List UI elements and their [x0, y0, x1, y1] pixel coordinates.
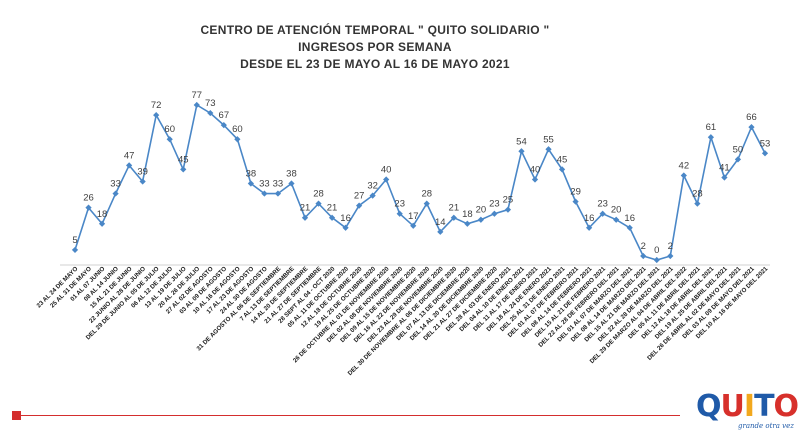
data-label: 72 — [151, 100, 162, 111]
data-point — [193, 101, 200, 109]
logo-wordmark: QUITO — [696, 389, 799, 424]
data-point — [98, 220, 106, 227]
data-label: 20 — [611, 205, 622, 216]
data-point — [694, 200, 701, 207]
data-label: 2 — [641, 241, 646, 252]
data-label: 20 — [476, 205, 487, 216]
data-label: 25 — [503, 195, 514, 206]
logo-tagline: grande otra vez — [738, 422, 794, 430]
data-label: 14 — [435, 217, 446, 228]
data-point — [491, 210, 498, 217]
data-point — [477, 216, 484, 223]
data-label: 17 — [408, 211, 419, 222]
data-label: 16 — [340, 213, 351, 224]
data-point — [180, 166, 187, 173]
data-point — [748, 124, 755, 131]
data-label: 40 — [381, 164, 392, 175]
data-point — [761, 150, 769, 157]
data-label: 28 — [313, 189, 324, 200]
data-label: 5 — [72, 235, 77, 246]
data-point — [464, 220, 471, 227]
data-label: 2 — [668, 241, 673, 252]
data-label: 41 — [719, 162, 730, 173]
data-point — [166, 136, 173, 143]
data-label: 40 — [530, 164, 541, 175]
data-label: 45 — [557, 154, 568, 165]
data-label: 33 — [110, 179, 121, 190]
chart-title-line-1: CENTRO DE ATENCIÓN TEMPORAL " QUITO SOLI… — [200, 23, 550, 37]
footer-accent-square — [12, 411, 21, 420]
chart-title-line-3: DESDE EL 23 DE MAYO AL 16 DE MAYO 2021 — [240, 57, 510, 71]
data-label: 28 — [692, 189, 703, 200]
data-point — [328, 214, 336, 221]
data-point — [71, 246, 79, 254]
data-label: 67 — [219, 110, 230, 121]
data-label: 54 — [516, 136, 527, 147]
data-label: 73 — [205, 98, 216, 109]
data-point — [234, 136, 241, 143]
data-label: 32 — [367, 181, 378, 192]
data-label: 16 — [624, 213, 635, 224]
data-label: 47 — [124, 150, 135, 161]
data-label: 77 — [191, 90, 202, 101]
data-label: 23 — [597, 199, 608, 210]
data-label: 50 — [733, 144, 744, 155]
data-label: 45 — [178, 154, 189, 165]
data-point — [680, 172, 687, 179]
series-line — [74, 103, 766, 261]
data-label: 55 — [543, 134, 554, 145]
data-label: 38 — [246, 169, 257, 180]
data-label: 27 — [354, 191, 365, 202]
data-point — [153, 111, 160, 119]
data-point — [112, 190, 119, 197]
data-label: 16 — [584, 213, 595, 224]
data-point — [504, 206, 512, 213]
chart-title-line-2: INGRESOS POR SEMANA — [298, 40, 452, 54]
data-label: 26 — [83, 193, 94, 204]
data-label: 23 — [489, 199, 500, 210]
data-label: 21 — [327, 203, 338, 214]
data-label: 21 — [300, 203, 311, 214]
data-point — [85, 204, 92, 211]
data-label: 38 — [286, 169, 297, 180]
data-point — [220, 122, 227, 129]
data-point — [640, 252, 647, 260]
data-label: 18 — [462, 209, 473, 220]
footer-accent-line — [18, 415, 680, 416]
data-label: 33 — [273, 179, 284, 190]
data-point — [572, 198, 579, 205]
chart-title: CENTRO DE ATENCIÓN TEMPORAL " QUITO SOLI… — [0, 22, 750, 73]
data-label: 23 — [394, 199, 405, 210]
data-point — [518, 148, 525, 155]
data-label: 53 — [760, 138, 771, 149]
data-label: 18 — [97, 209, 108, 220]
data-label: 29 — [570, 187, 581, 198]
data-point — [301, 214, 309, 221]
data-point — [667, 252, 674, 260]
data-point — [653, 256, 660, 264]
data-label: 0 — [654, 245, 659, 256]
data-point — [531, 176, 539, 183]
data-label: 61 — [706, 122, 717, 133]
data-point — [450, 214, 457, 221]
quito-logo: QUITO grande otra vez — [696, 389, 799, 440]
data-label: 60 — [232, 124, 243, 135]
data-label: 42 — [679, 160, 690, 171]
data-label: 60 — [164, 124, 175, 135]
data-label: 66 — [746, 112, 757, 123]
data-point — [288, 180, 295, 187]
data-point — [207, 109, 214, 117]
data-label: 39 — [137, 166, 148, 177]
data-label: 28 — [421, 189, 432, 200]
data-point — [707, 134, 714, 141]
data-label: 33 — [259, 179, 270, 190]
data-label: 21 — [449, 203, 460, 214]
